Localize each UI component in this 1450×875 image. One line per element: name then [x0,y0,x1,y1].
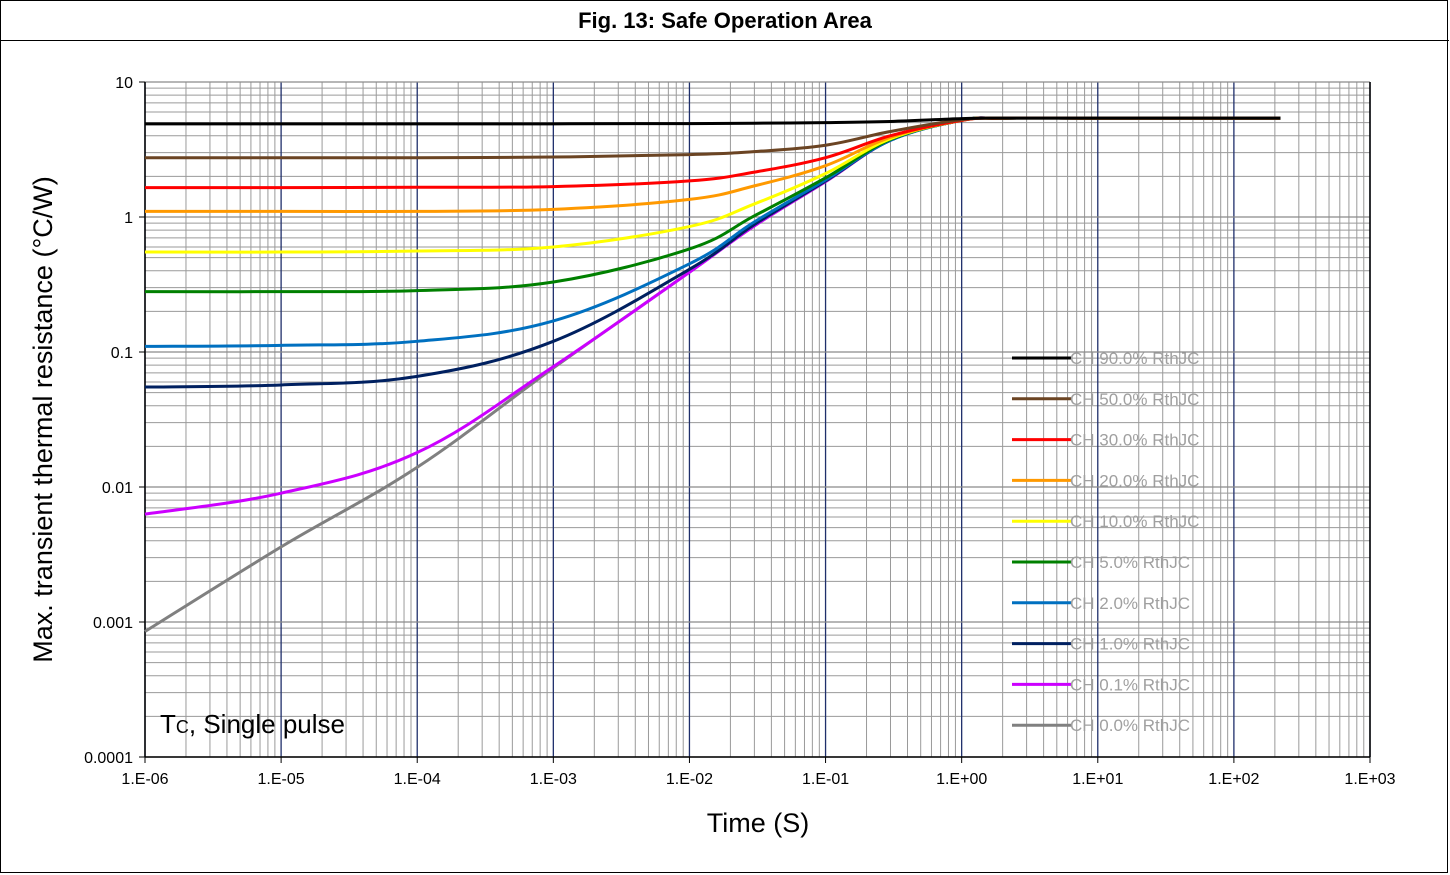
legend-label: CH 0.0% RthJC [1070,716,1190,735]
series-line [144,116,1281,294]
legend-label: CH 20.0% RthJC [1070,471,1199,490]
legend-label: CH 1.0% RthJC [1070,635,1190,654]
grid-layer [144,81,1371,758]
y-tick-label: 0.1 [111,345,133,362]
annotation-single-pulse: TC, Single pulse [160,709,345,739]
legend-label: CH 50.0% RthJC [1070,390,1199,409]
x-axis-title: Time (S) [707,808,810,838]
series-line [145,116,1281,214]
series-line [145,116,1281,126]
x-tick-label: 1.E-05 [258,771,305,788]
axis-layer: 1.E-06 1.E-05 1.E-04 1.E-03 1.E-02 1.E-01 1.E+… [84,75,1396,788]
legend-label: CH 90.0% RthJC [1070,349,1199,368]
y-tick-label: 0.001 [93,615,133,632]
x-tick-label: 1.E-04 [394,771,441,788]
y-tick-label: 1 [124,210,133,227]
x-tick-label: 1.E-06 [121,771,168,788]
chart-title: Fig. 13: Safe Operation Area [1,1,1449,41]
legend-label: CH 5.0% RthJC [1070,553,1190,572]
y-tick-label: 0.0001 [84,750,133,767]
legend-label: CH 2.0% RthJC [1070,594,1190,613]
y-axis-title: Max. transient thermal resistance (°C/W) [28,176,58,662]
legend-label: CH 10.0% RthJC [1070,512,1199,531]
x-tick-label: 1.E+01 [1072,771,1123,788]
x-tick-label: 1.E-01 [802,771,849,788]
x-tick-label: 1.E-03 [530,771,577,788]
y-tick-label: 10 [115,75,133,92]
x-tick-label: 1.E+03 [1344,771,1395,788]
legend-label: CH 0.1% RthJC [1070,675,1190,694]
series-layer [144,116,1281,633]
x-tick-label: 1.E+02 [1208,771,1259,788]
legend-label: CH 30.0% RthJC [1070,431,1199,450]
legend: CH 90.0% RthJC CH 50.0% RthJC CH 30.0% Rth… [1012,349,1199,735]
series-line [144,116,1281,254]
x-tick-label: 1.E-02 [666,771,713,788]
x-tick-label: 1.E+00 [936,771,987,788]
y-tick-label: 0.01 [102,480,133,497]
